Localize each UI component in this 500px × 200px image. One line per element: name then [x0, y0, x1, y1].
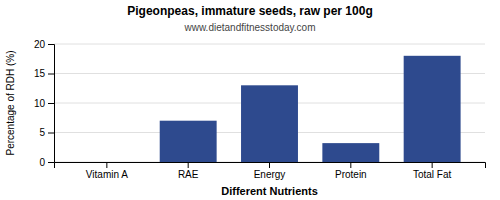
tick-mark — [188, 162, 189, 168]
x-tick: Total Fat — [413, 162, 452, 180]
tick-label: 15 — [34, 68, 46, 79]
y-axis-title: Percentage of RDH (%) — [5, 50, 16, 155]
axis-line — [48, 45, 55, 163]
x-tick: Protein — [335, 162, 367, 180]
bar — [404, 56, 461, 162]
y-tick: 10 — [34, 98, 54, 109]
tick-label: 0 — [39, 157, 45, 168]
bars — [160, 56, 461, 162]
tick-label: 5 — [39, 127, 45, 138]
axis-line — [55, 163, 486, 169]
x-tick: Vitamin A — [86, 162, 128, 180]
x-axis: Vitamin A RAE Energy Protein Total Fat — [55, 162, 486, 180]
tick-mark — [48, 74, 54, 75]
tick-mark — [48, 162, 54, 163]
grid — [54, 44, 485, 162]
title: Pigeonpeas, immature seeds, raw per 100g — [127, 4, 372, 18]
subtitle: www.dietandfitnesstoday.com — [184, 22, 316, 33]
tick-mark — [48, 103, 54, 104]
bar — [241, 85, 298, 162]
tick-label: Total Fat — [413, 169, 452, 180]
tick-label: Protein — [335, 169, 367, 180]
tick-label: Vitamin A — [86, 169, 128, 180]
tick-label: 20 — [34, 39, 46, 50]
y-tick: 15 — [34, 68, 54, 79]
tick-label: 10 — [34, 98, 46, 109]
x-tick: RAE — [178, 162, 199, 180]
tick-mark — [350, 162, 351, 168]
y-tick: 0 — [39, 157, 54, 168]
tick-mark — [48, 44, 54, 45]
chart: 0 5 10 15 20 Vitamin A RAE Energy Protein Total F… — [0, 0, 500, 200]
x-tick: Energy — [254, 162, 286, 180]
bar — [322, 143, 379, 162]
y-tick: 5 — [39, 127, 54, 138]
grid-line — [54, 44, 485, 45]
tick-mark — [432, 162, 433, 168]
bar — [160, 121, 217, 162]
y-tick: 20 — [34, 39, 54, 50]
tick-mark — [269, 162, 270, 168]
tick-label: Energy — [254, 169, 286, 180]
bar — [78, 162, 135, 163]
tick-mark — [48, 133, 54, 134]
tick-mark — [106, 162, 107, 168]
tick-label: RAE — [178, 169, 199, 180]
y-axis: 0 5 10 15 20 — [34, 39, 55, 168]
chart-container: 0 5 10 15 20 Vitamin A RAE Energy Protein Total F… — [0, 0, 500, 200]
x-axis-title: Different Nutrients — [221, 185, 318, 197]
